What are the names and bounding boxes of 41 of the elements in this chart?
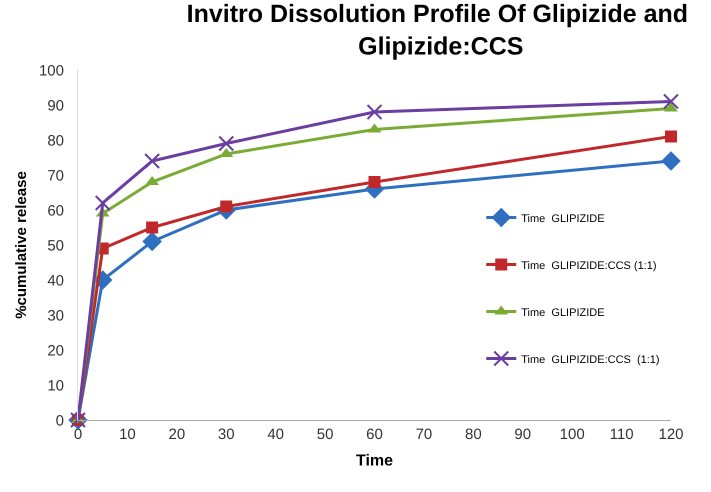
x-tick-label: 30: [218, 426, 235, 443]
y-tick-label: 20: [47, 342, 64, 360]
legend-label: Time GLIPIZIDE:CCS (1:1): [521, 354, 660, 366]
x-tick-label: 100: [560, 426, 585, 443]
x-tick-label: 80: [464, 426, 482, 443]
x-tick-label: 20: [168, 426, 186, 443]
point: [144, 153, 160, 169]
x-axis-title: Time: [356, 452, 394, 470]
x-tick-label: 10: [119, 426, 136, 443]
y-tick-label: 70: [47, 167, 64, 184]
x-tick-label: 120: [658, 426, 684, 443]
legend-label: Time GLIPIZIDE: [521, 306, 605, 319]
y-tick-label: 80: [47, 132, 64, 150]
chart-title: Invitro Dissolution Profile Of Glipizide and Glipizide:CCS: [186, 0, 696, 61]
point: [368, 176, 380, 188]
x-tick-label: 0: [74, 426, 82, 443]
y-tick-label: 90: [47, 97, 64, 114]
point: [146, 222, 158, 234]
point: [663, 94, 679, 110]
y-tick-label: 100: [38, 62, 64, 80]
point: [218, 136, 234, 152]
point: [94, 195, 111, 211]
point: [142, 232, 162, 252]
y-tick-label: 0: [56, 412, 64, 430]
y-tick-label: 50: [47, 237, 64, 254]
y-tick-label: 10: [47, 377, 64, 394]
y-tick-label: 40: [47, 272, 64, 290]
x-tick-label: 60: [366, 426, 383, 443]
legend-label: Time GLIPIZIDE:CCS (1:1): [521, 260, 657, 272]
y-axis-title: %cumulative release: [13, 171, 30, 319]
point: [661, 151, 681, 171]
x-tick-label: 40: [267, 426, 284, 443]
legend-label: Time GLIPIZIDE: [521, 212, 605, 225]
y-tick-label: 60: [47, 202, 64, 220]
x-tick-label: 50: [316, 426, 334, 443]
x-tick-label: 90: [514, 426, 532, 443]
point: [366, 104, 382, 120]
x-tick-label: 70: [416, 426, 432, 443]
x-tick-label: 110: [610, 426, 634, 443]
point: [665, 130, 677, 142]
y-tick-label: 30: [47, 307, 64, 324]
